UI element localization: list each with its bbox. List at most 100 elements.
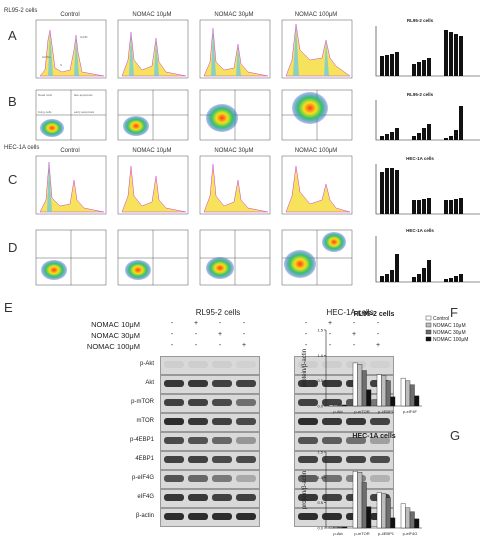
blot-band bbox=[188, 361, 208, 368]
blot-band bbox=[212, 475, 232, 482]
blot-band bbox=[298, 418, 318, 425]
label-s: S bbox=[60, 63, 62, 67]
treatment-sign: - bbox=[304, 320, 308, 327]
blot-band bbox=[322, 380, 342, 387]
blot-band bbox=[298, 475, 318, 482]
y-tick-label: 0.5 bbox=[317, 378, 323, 383]
treatment-sign: - bbox=[376, 331, 380, 338]
bar bbox=[414, 395, 420, 407]
bar bbox=[342, 526, 348, 529]
x-tick-label: p-Akt bbox=[333, 531, 343, 536]
legend-swatch bbox=[425, 336, 432, 342]
bar bbox=[366, 506, 372, 529]
blot-band bbox=[298, 380, 318, 387]
x-tick-label: p-4EBP1 bbox=[378, 409, 395, 414]
blot-band bbox=[212, 456, 232, 463]
treatment-sign: - bbox=[194, 331, 198, 338]
blot-band bbox=[370, 437, 390, 444]
label-g0g1: G0/G1 bbox=[42, 55, 51, 59]
blot-strip bbox=[294, 356, 394, 375]
treatment-sign: - bbox=[218, 342, 222, 349]
scatter-n100-hec bbox=[281, 229, 353, 286]
panel-letter-c: C bbox=[8, 172, 18, 187]
treatment-sign: - bbox=[304, 331, 308, 338]
blot-band bbox=[212, 361, 232, 368]
y-tick-label: 0.5 bbox=[317, 500, 323, 505]
summary-title-a: RL95-2 cells bbox=[407, 18, 434, 23]
panel-letter-d: D bbox=[8, 240, 18, 255]
bar bbox=[385, 380, 391, 407]
blot-strip bbox=[160, 413, 260, 432]
summary-chart-c: HEC-1A cells bbox=[375, 156, 480, 215]
blot-band bbox=[346, 437, 366, 444]
bar bbox=[337, 404, 343, 407]
treatment-sign: - bbox=[194, 342, 198, 349]
y-tick-label: 1.0 bbox=[317, 475, 323, 480]
y-tick-label: 1.5 bbox=[317, 450, 323, 455]
col-title-n10-rl95: NOMAC 10μM bbox=[132, 12, 172, 18]
protein-label: p-4EBP1 bbox=[129, 437, 154, 443]
blot-band bbox=[346, 418, 366, 425]
bar bbox=[333, 526, 339, 529]
scatter-n10-rl95 bbox=[117, 89, 189, 141]
blot-band bbox=[370, 475, 390, 482]
blot-strip bbox=[160, 356, 260, 375]
legend-label: Control bbox=[433, 316, 449, 322]
blot-band bbox=[298, 437, 318, 444]
blot-band bbox=[188, 380, 208, 387]
blot-band bbox=[188, 513, 208, 520]
blot-strip bbox=[294, 432, 394, 451]
col-title-n30-rl95: NOMAC 30μM bbox=[214, 12, 254, 18]
blot-band bbox=[236, 456, 256, 463]
x-tick-label: p-4EBP1 bbox=[378, 531, 395, 536]
blot-strip bbox=[160, 489, 260, 508]
blot-band bbox=[322, 494, 342, 501]
panel-letter-e: E bbox=[4, 300, 13, 315]
wb-treatment-labels: NOMAC 10μM NOMAC 30μM NOMAC 100μM bbox=[40, 320, 140, 353]
flow-label-late: late apoptosis bbox=[74, 93, 93, 97]
panel-letter-g: G bbox=[450, 428, 461, 443]
treatment-sign: + bbox=[241, 342, 247, 349]
blot-band bbox=[236, 361, 256, 368]
col-title-n100-rl95: NOMAC 100μM bbox=[294, 12, 338, 18]
bar bbox=[405, 380, 411, 407]
treatment-sign: + bbox=[351, 331, 357, 338]
histogram-n30-rl95 bbox=[199, 19, 271, 79]
legend-swatch bbox=[425, 315, 432, 321]
treatment-n30: NOMAC 30μM bbox=[91, 331, 140, 340]
bar bbox=[361, 370, 367, 407]
histogram-control-hec bbox=[35, 155, 107, 215]
summary-chart-a: RL95-2 cells bbox=[375, 18, 480, 77]
bar bbox=[414, 518, 420, 529]
blot-strip bbox=[294, 451, 394, 470]
protein-label: mTOR bbox=[136, 418, 154, 424]
blot-band bbox=[164, 380, 184, 387]
legend-label: NOMAC 100μM bbox=[433, 337, 468, 343]
y-axis-label: protein/β-actin bbox=[302, 471, 308, 509]
summary-chart-d: HEC-1A cells bbox=[375, 228, 480, 283]
histogram-n10-rl95 bbox=[117, 19, 189, 79]
blot-band bbox=[236, 380, 256, 387]
bar bbox=[328, 526, 334, 529]
histogram-n30-hec bbox=[199, 155, 271, 215]
blot-band bbox=[370, 456, 390, 463]
treatment-sign: - bbox=[242, 331, 246, 338]
y-tick-label: 0.0 bbox=[317, 404, 323, 409]
scatter-control-rl95 bbox=[35, 89, 107, 141]
bar bbox=[376, 374, 382, 407]
blot-band bbox=[322, 513, 342, 520]
blot-strip bbox=[294, 375, 394, 394]
col-title-n100-hec: NOMAC 100μM bbox=[294, 148, 338, 154]
scatter-n10-hec bbox=[117, 229, 189, 286]
blot-band bbox=[298, 513, 318, 520]
treatment-sign: + bbox=[375, 342, 381, 349]
blot-strip bbox=[160, 508, 260, 527]
treatment-sign: - bbox=[352, 320, 356, 327]
blot-band bbox=[236, 475, 256, 482]
bar bbox=[357, 472, 363, 529]
x-tick-label: p-Akt bbox=[333, 409, 343, 414]
blot-band bbox=[164, 475, 184, 482]
blot-band bbox=[188, 494, 208, 501]
blot-band bbox=[212, 418, 232, 425]
bar bbox=[337, 526, 343, 529]
